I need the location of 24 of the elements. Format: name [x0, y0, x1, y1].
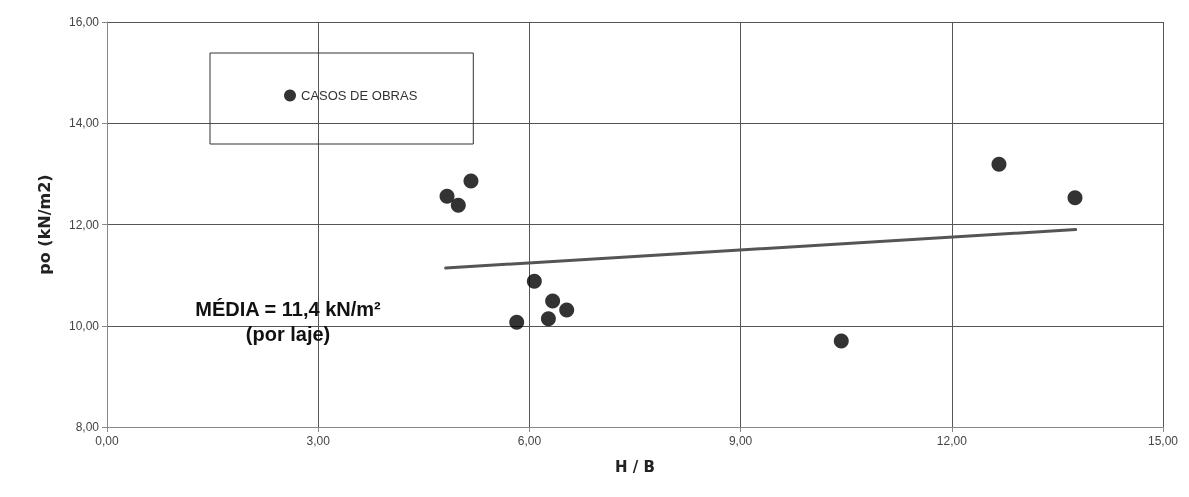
- x-tick-label: 9,00: [728, 434, 753, 448]
- point: [450, 197, 466, 213]
- point: [463, 173, 479, 189]
- point: [1067, 190, 1083, 206]
- x-tick-label: 0,00: [95, 434, 119, 448]
- y-tick-label: 16,00: [68, 15, 100, 29]
- y-axis-title: po (kN/m2): [34, 174, 54, 275]
- point: [833, 333, 849, 349]
- point: [540, 311, 556, 327]
- point: [509, 314, 525, 330]
- x-axis-title: H / B: [615, 457, 655, 476]
- x-tick-label: 15,00: [1147, 434, 1179, 448]
- point: [439, 188, 455, 204]
- x-tick-label: 3,00: [306, 434, 331, 448]
- point: [545, 293, 561, 309]
- point: [526, 273, 542, 289]
- x-tick-label: 12,00: [936, 434, 968, 448]
- y-tick-label: 14,00: [68, 116, 100, 131]
- point: [991, 156, 1007, 172]
- x-tick-label: 6,00: [517, 434, 542, 448]
- point: [559, 302, 575, 318]
- y-tick-label: 10,00: [68, 318, 100, 333]
- y-tick-label: 8,00: [75, 420, 100, 434]
- y-tick-label: 12,00: [68, 217, 100, 232]
